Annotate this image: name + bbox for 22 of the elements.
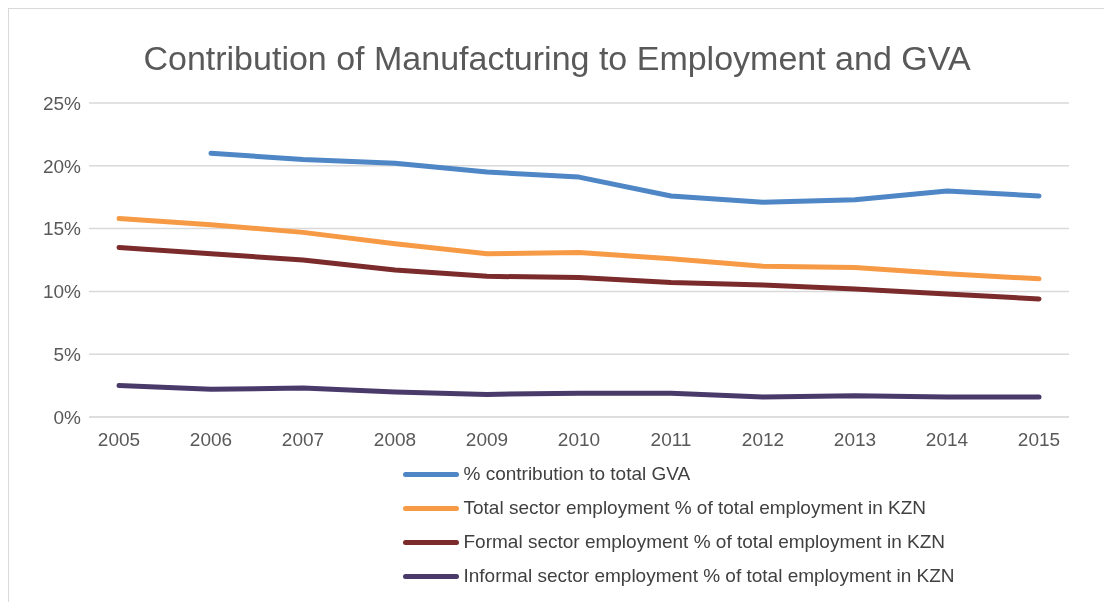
x-tick-label: 2007 <box>281 429 325 451</box>
y-tick-label: 5% <box>53 343 82 365</box>
y-tick-label: 10% <box>42 281 82 303</box>
legend-label: Formal sector employment % of total employment in KZN <box>463 531 945 553</box>
x-tick-label: 2013 <box>833 429 877 451</box>
x-tick-label: 2012 <box>741 429 785 451</box>
y-tick-label: 20% <box>42 155 82 177</box>
legend-label: Informal sector employment % of total employment in KZN <box>463 565 955 587</box>
x-tick-label: 2009 <box>465 429 509 451</box>
x-tick-label: 2014 <box>925 429 969 451</box>
x-tick-label: 2005 <box>97 429 141 451</box>
y-tick-label: 25% <box>42 92 82 114</box>
y-tick-label: 15% <box>42 218 82 240</box>
x-tick-label: 2010 <box>557 429 601 451</box>
x-tick-label: 2011 <box>650 429 692 451</box>
y-tick-label: 0% <box>53 406 82 428</box>
x-tick-label: 2006 <box>189 429 233 451</box>
legend-label: % contribution to total GVA <box>463 463 691 485</box>
chart-title: Contribution of Manufacturing to Employment and GVA <box>142 39 972 79</box>
x-tick-label: 2015 <box>1017 429 1061 451</box>
x-tick-label: 2008 <box>373 429 417 451</box>
legend-label: Total sector employment % of total employment in KZN <box>463 497 927 519</box>
